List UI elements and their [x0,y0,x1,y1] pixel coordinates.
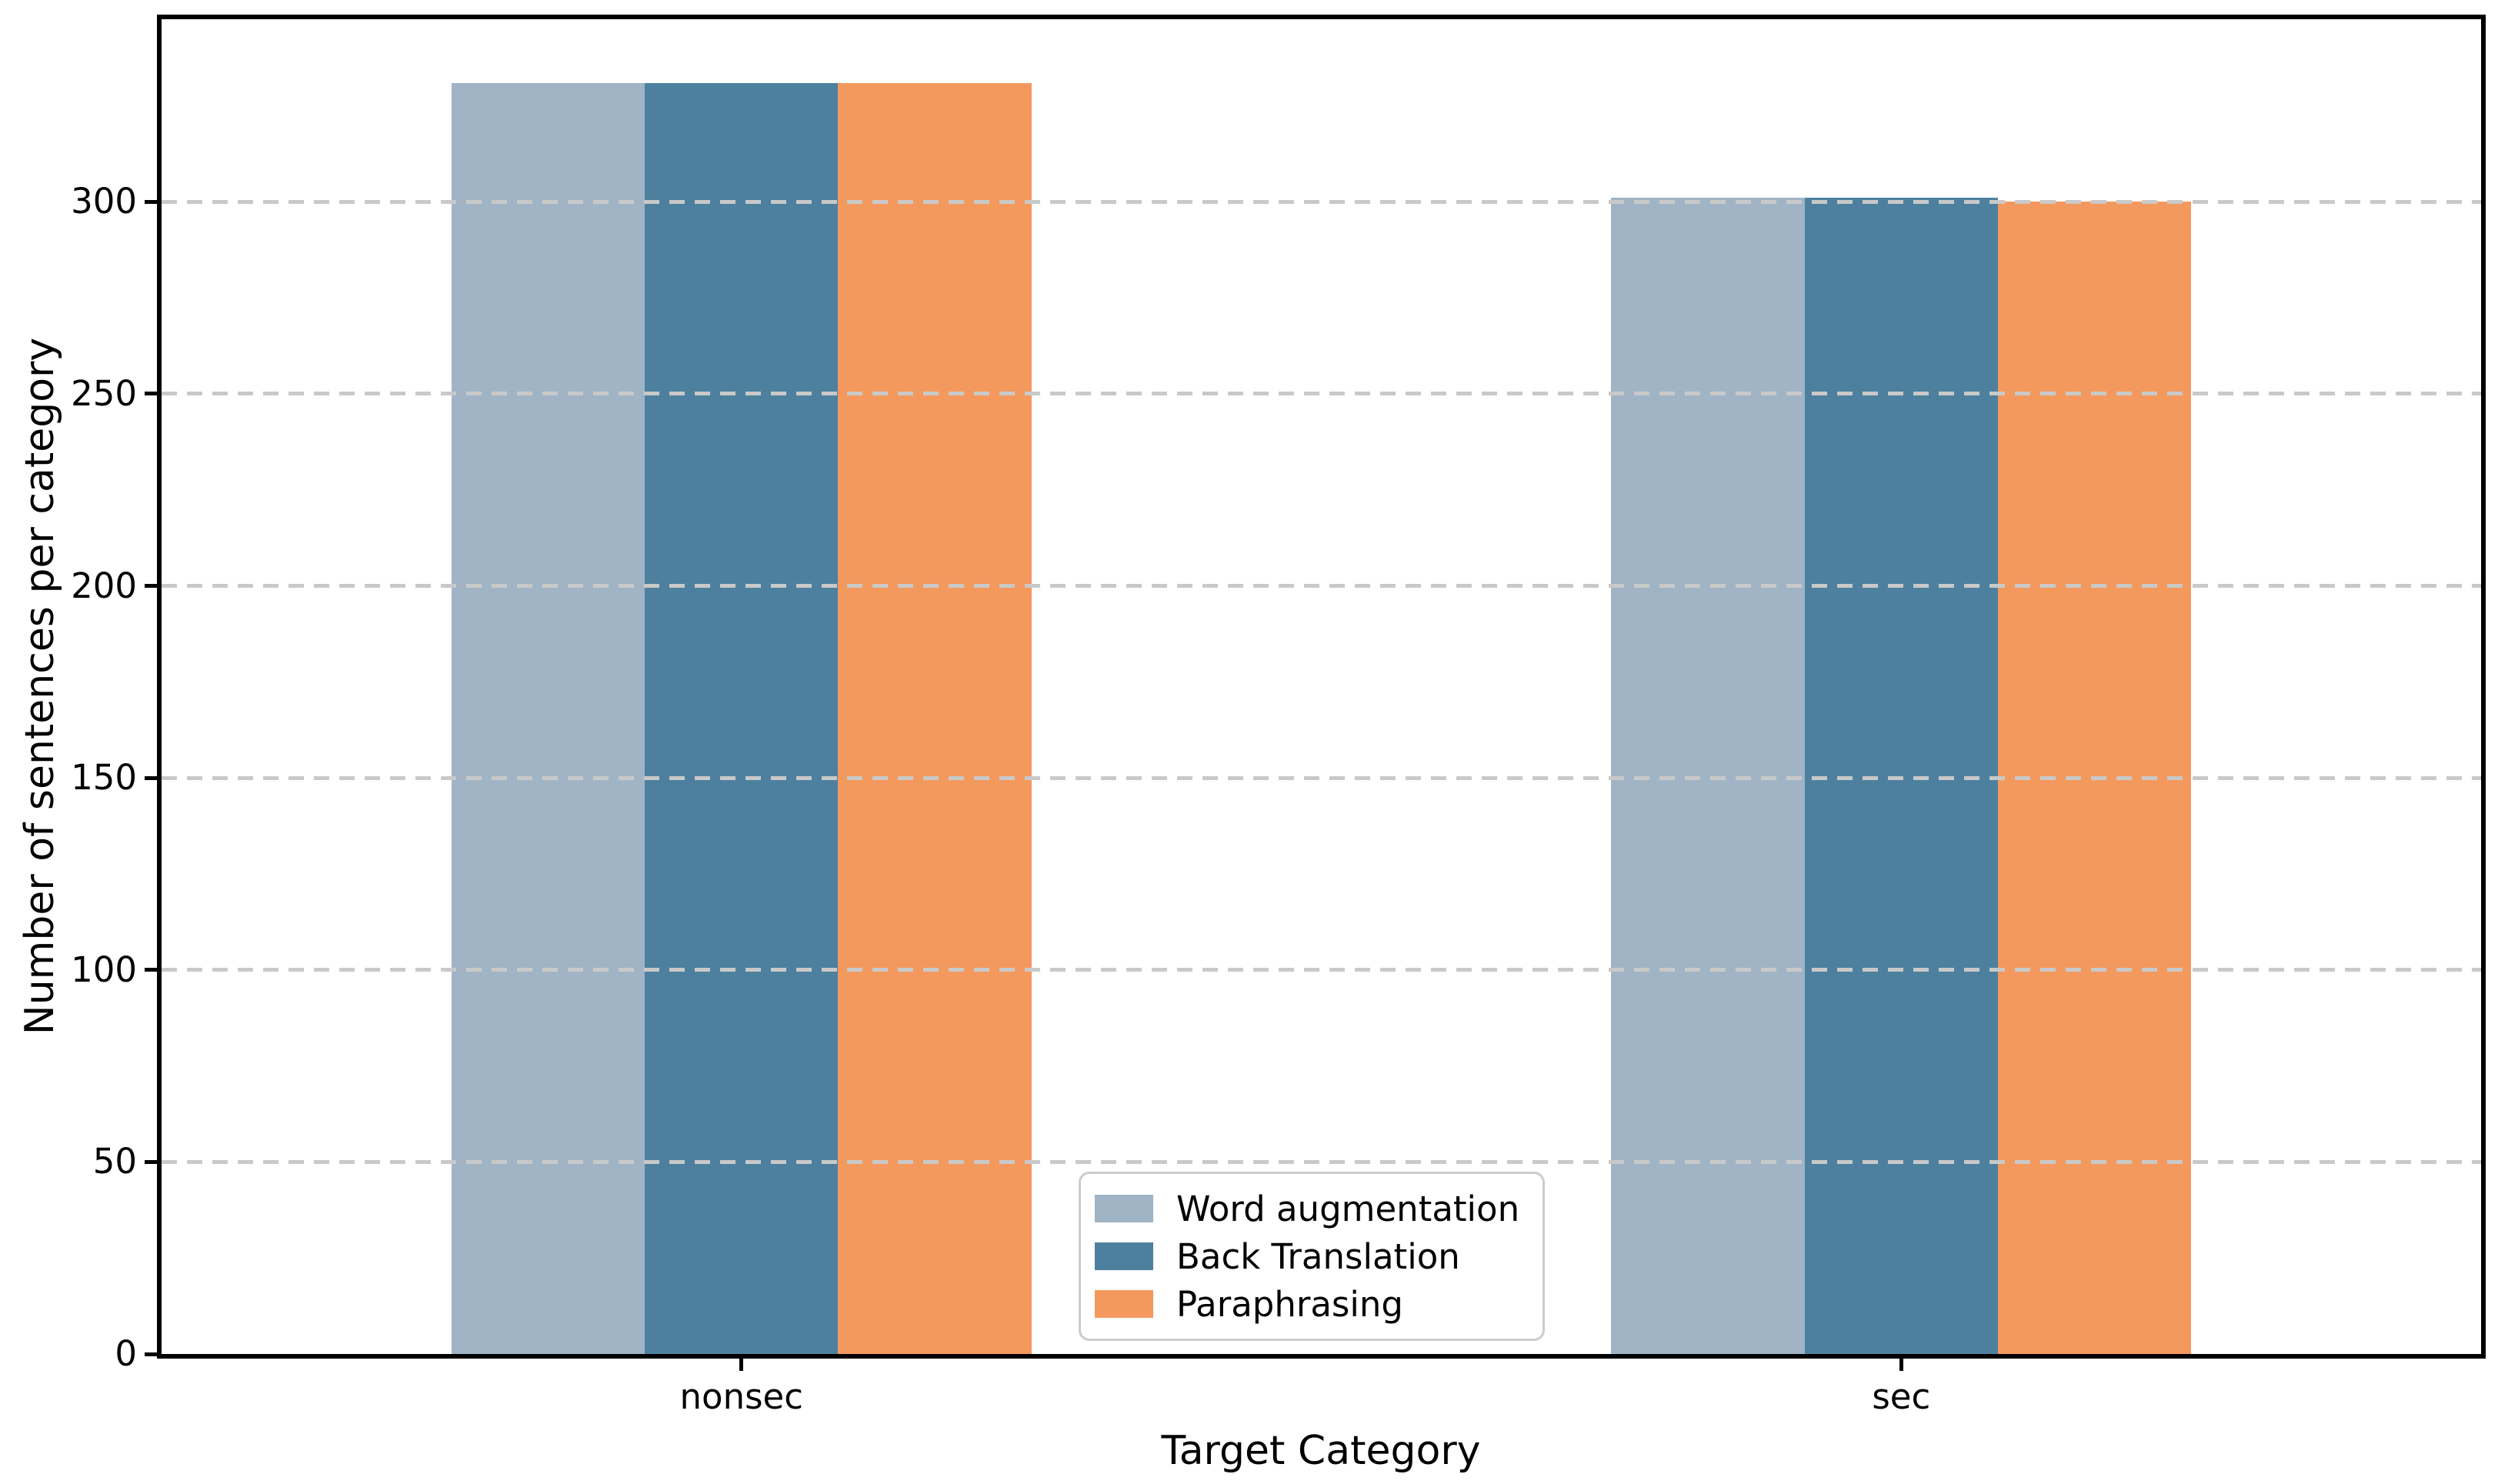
legend-row-back-translation: Back Translation [1095,1232,1519,1280]
plot-area [157,15,2486,1359]
legend-swatch-icon [1095,1290,1153,1318]
x-tick-mark-nonsec [739,1359,744,1371]
x-tick-label-nonsec: nonsec [679,1376,803,1417]
legend-swatch-icon [1095,1242,1153,1270]
gridline-y-50 [162,1159,2481,1164]
y-tick-mark-50 [145,1159,157,1164]
y-tick-label-150: 150 [71,757,137,799]
y-tick-mark-200 [145,584,157,589]
legend-label: Paraphrasing [1176,1283,1403,1325]
legend-row-paraphrasing: Paraphrasing [1095,1280,1519,1328]
x-axis-label: Target Category [1161,1428,1481,1474]
x-tick-mark-sec [1899,1359,1903,1371]
y-tick-label-50: 50 [92,1141,137,1182]
y-tick-mark-100 [145,968,157,972]
gridline-y-200 [162,584,2481,589]
legend-label: Back Translation [1176,1236,1460,1277]
legend: Word augmentation Back Translation Paraphr… [1079,1172,1546,1341]
bar-nonsec-word-augmentation [451,82,645,1354]
y-tick-mark-300 [145,199,157,204]
gridline-y-250 [162,392,2481,396]
x-tick-label-sec: sec [1872,1376,1931,1417]
y-tick-label-100: 100 [71,949,137,990]
y-axis-label: Number of sentences per category [17,337,63,1035]
y-tick-mark-150 [145,775,157,780]
legend-label: Word augmentation [1176,1188,1520,1229]
y-tick-mark-250 [145,392,157,396]
y-tick-mark-0 [145,1352,157,1356]
bar-nonsec-paraphrasing [838,82,1032,1354]
legend-swatch-icon [1095,1195,1153,1222]
y-tick-label-0: 0 [115,1333,137,1374]
y-tick-label-250: 250 [71,372,137,414]
legend-row-word-augmentation: Word augmentation [1095,1185,1519,1232]
gridline-y-300 [162,199,2481,204]
gridline-y-150 [162,775,2481,780]
y-tick-label-200: 200 [71,565,137,606]
bar-nonsec-back-translation [645,82,839,1354]
gridline-y-100 [162,968,2481,972]
y-tick-label-300: 300 [71,181,137,222]
